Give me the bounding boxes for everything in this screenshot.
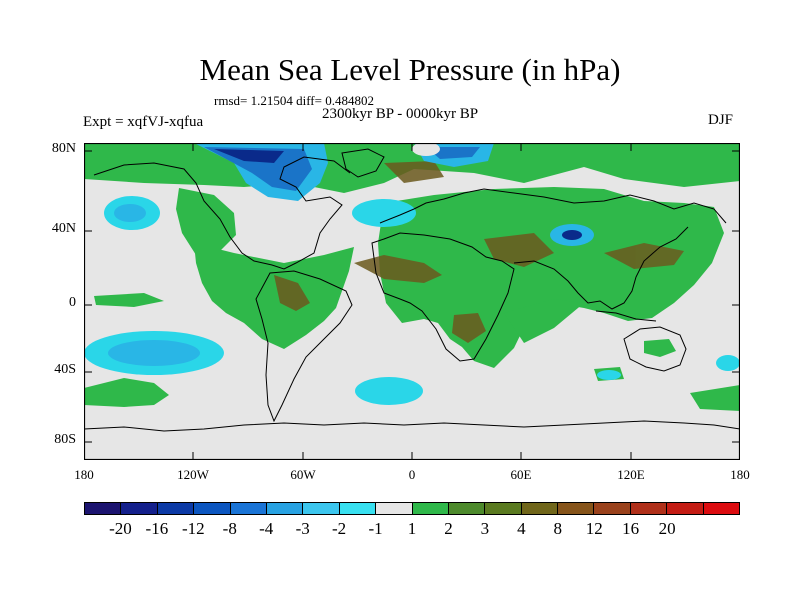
- colorbar-swatch: [485, 502, 522, 515]
- colorbar-label: -1: [368, 519, 383, 538]
- colorbar-label: 12: [585, 519, 603, 538]
- north-atlantic-cyan: [352, 199, 416, 227]
- lon-tick-label: 180: [730, 467, 750, 482]
- lat-tick-label: 80S: [54, 432, 76, 447]
- lat-tick-label: 80N: [51, 141, 76, 156]
- lat-tick-label: 40N: [51, 221, 76, 236]
- colorbar-label: 8: [553, 519, 563, 538]
- arctic-white-patch: [412, 143, 440, 156]
- north-america-coast: [93, 156, 351, 270]
- colorbar-swatch: [230, 502, 267, 515]
- south-pacific-core: [108, 340, 200, 366]
- colorbar-swatch: [194, 502, 231, 515]
- colorbar-label: -16: [145, 519, 169, 538]
- south-atlantic-cyan: [355, 377, 423, 405]
- southern-band-right: [690, 385, 740, 411]
- canada-arctic-blue: [204, 147, 312, 191]
- indian-ocean-green: [504, 299, 584, 343]
- australia-coast: [623, 326, 687, 372]
- season-label: DJF: [708, 112, 734, 128]
- lon-tick-label: 120E: [617, 467, 645, 482]
- colorbar-swatch: [448, 502, 486, 515]
- north-america-green: [176, 188, 236, 255]
- colorbar-swatch: [157, 502, 195, 515]
- colorbar-label: -3: [295, 519, 310, 538]
- south-asia-coast: [513, 226, 689, 310]
- colorbar-label: 2: [444, 519, 453, 538]
- strong-positive-regions: [274, 161, 684, 343]
- colorbar-label: -4: [259, 519, 274, 538]
- colorbar-swatch: [303, 502, 340, 515]
- colorbar-label: -2: [332, 519, 347, 538]
- colorbar-swatch: [84, 502, 122, 515]
- tibet-core: [562, 230, 582, 240]
- colorbar-swatch: [667, 502, 704, 515]
- lon-tick-label: 120W: [177, 467, 209, 482]
- antarctica-coast: [84, 420, 740, 432]
- colorbar-label: 16: [622, 519, 640, 538]
- colorbar-label: 3: [480, 519, 490, 538]
- statistics-text: rmsd= 1.21504 diff= 0.484802: [214, 93, 374, 108]
- experiment-label: Expt = xqfVJ-xqfua: [83, 114, 204, 130]
- colorbar-label: -8: [222, 519, 237, 538]
- coastlines: [84, 148, 740, 432]
- colorbar-label: -20: [109, 519, 132, 538]
- australia-green: [644, 339, 676, 357]
- period-label: 2300kyr BP - 0000kyr BP: [322, 106, 479, 122]
- lat-tick-label: 0: [69, 295, 76, 310]
- colorbar-label: -12: [181, 519, 205, 538]
- colorbar-swatch: [339, 502, 377, 515]
- west-atlantic-green: [94, 293, 164, 307]
- southern-ocean-cyan: [597, 370, 621, 380]
- greenland-coast: [341, 148, 385, 178]
- colorbar-swatch: [266, 502, 304, 515]
- pressure-anomaly-map: [84, 143, 740, 460]
- colorbar: [84, 502, 741, 515]
- indonesia-coast: [595, 310, 657, 322]
- map-title: Mean Sea Level Pressure (in hPa): [199, 52, 621, 87]
- lon-tick-label: 60E: [510, 467, 532, 482]
- axis-ticks: [84, 143, 740, 460]
- colorbar-swatch: [703, 502, 741, 515]
- colorbar-swatch: [376, 502, 413, 515]
- colorbar-label: 1: [407, 519, 417, 538]
- europe-africa-coast: [371, 188, 727, 362]
- canada-arctic-dark: [214, 149, 284, 163]
- colorbar-swatch: [558, 502, 595, 515]
- lon-tick-label: 60W: [290, 467, 316, 482]
- colorbar-label: 4: [517, 519, 526, 538]
- lat-tick-label: 40S: [54, 362, 76, 377]
- colorbar-swatch: [594, 502, 631, 515]
- colorbar-swatch: [521, 502, 559, 515]
- east-aus-cyan: [716, 355, 740, 371]
- americas-tropics-green: [194, 243, 354, 349]
- colorbar-label: 20: [658, 519, 676, 538]
- colorbar-swatch: [412, 502, 449, 515]
- north-pacific-core: [114, 204, 146, 222]
- lon-tick-label: 0: [408, 467, 416, 482]
- south-america-coast: [255, 270, 353, 423]
- southern-band-left: [84, 378, 169, 407]
- colorbar-swatch: [630, 502, 668, 515]
- colorbar-swatch: [121, 502, 158, 515]
- lon-tick-label: 180: [74, 467, 94, 482]
